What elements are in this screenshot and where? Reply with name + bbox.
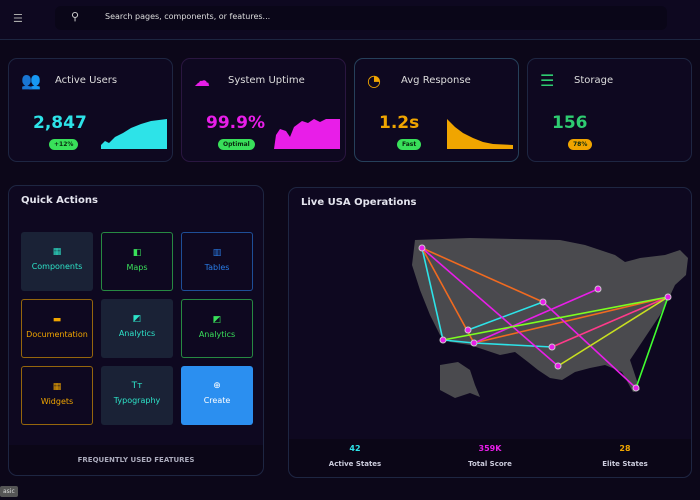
quick-actions-panel: Quick Actions ▦ Components ◧ Maps ▥ Tables ▬ Do… — [8, 185, 264, 476]
quick-action-tables[interactable]: ▥ Tables — [181, 232, 253, 291]
search-input[interactable]: ⚲ Search pages, components, or features.… — [55, 6, 667, 30]
route-line — [542, 301, 637, 389]
stat-label: System Uptime — [228, 75, 305, 86]
alaska-shape — [440, 362, 480, 398]
quick-action-label: Maps — [126, 263, 148, 272]
route-line — [467, 301, 544, 331]
route-line — [557, 296, 669, 367]
route-line — [421, 247, 544, 303]
status-badge: 78% — [568, 139, 593, 150]
quick-action-analytics[interactable]: ◩ Analytics — [101, 299, 173, 358]
quick-action-label: Components — [31, 262, 83, 271]
quick-action-create[interactable]: ⊕ Create — [181, 366, 253, 425]
quick-action-label: Typography — [113, 396, 161, 405]
city-marker — [439, 336, 447, 344]
quick-action-label: Create — [203, 396, 231, 405]
users-icon: 👥 — [21, 71, 41, 90]
quick-action-label: Tables — [204, 263, 230, 272]
stat-value: 2,847 — [33, 113, 87, 133]
quick-action-components[interactable]: ▦ Components — [21, 232, 93, 291]
search-icon: ⚲ — [71, 10, 80, 23]
map-stat-active-states: 42 Active States — [328, 444, 382, 468]
sparkline-chart — [101, 119, 167, 149]
map-stat-total-score: 359K Total Score — [468, 444, 512, 468]
chart-icon: ◩ — [132, 314, 142, 324]
chart-icon: ◩ — [212, 315, 222, 325]
stat-label: Storage — [574, 75, 614, 86]
map-stat-elite-states: 28 Elite States — [602, 444, 648, 468]
status-badge: Optimal — [218, 139, 255, 150]
route-line — [635, 296, 669, 389]
panel-footer: FREQUENTLY USED FEATURES — [9, 445, 263, 475]
route-line — [442, 296, 669, 341]
quick-action-label: Analytics — [198, 330, 236, 339]
quick-action-label: Analytics — [118, 329, 156, 338]
cloud-icon: ☁ — [194, 71, 210, 90]
quick-action-label: Widgets — [40, 397, 74, 406]
usa-mainland-shape — [412, 238, 688, 392]
database-icon: ☰ — [540, 71, 555, 90]
city-marker — [548, 343, 556, 351]
stat-value: 156 — [552, 113, 588, 133]
stat-card-avg-response: ◔ Avg Response 1.2s Fast — [354, 58, 519, 162]
route-line — [421, 247, 559, 367]
city-marker — [632, 384, 640, 392]
route-line — [473, 342, 553, 348]
typography-icon: Tт — [131, 381, 143, 391]
stat-label: Avg Response — [401, 75, 471, 86]
book-icon: ▬ — [52, 315, 62, 325]
city-marker — [594, 285, 602, 293]
quick-action-label: Documentation — [26, 330, 88, 339]
grid-icon: ▦ — [52, 247, 62, 257]
panel-title: Quick Actions — [21, 195, 98, 206]
route-line — [473, 288, 599, 344]
stat-card-system-uptime: ☁ System Uptime 99.9% Optimal — [181, 58, 346, 162]
widgets-icon: ▦ — [52, 382, 62, 392]
quick-action-widgets[interactable]: ▦ Widgets — [21, 366, 93, 425]
stat-value: 99.9% — [206, 113, 265, 133]
top-bar: ☰ ⚲ Search pages, components, or feature… — [0, 0, 700, 40]
city-marker — [418, 244, 426, 252]
quick-action-analytics[interactable]: ◩ Analytics — [181, 299, 253, 358]
route-line — [551, 296, 669, 348]
search-placeholder: Search pages, components, or features... — [105, 12, 271, 21]
panel-title: Live USA Operations — [301, 197, 417, 208]
route-line — [473, 296, 669, 344]
gauge-icon: ◔ — [367, 71, 381, 90]
quick-action-typography[interactable]: Tт Typography — [101, 366, 173, 425]
quick-action-maps[interactable]: ◧ Maps — [101, 232, 173, 291]
table-icon: ▥ — [212, 248, 222, 258]
quick-action-documentation[interactable]: ▬ Documentation — [21, 299, 93, 358]
stat-card-active-users: 👥 Active Users 2,847 +12% — [8, 58, 173, 162]
city-marker — [554, 362, 562, 370]
map-icon: ◧ — [132, 248, 142, 258]
city-marker — [664, 293, 672, 301]
corner-tag: asic — [0, 486, 18, 497]
route-line — [421, 247, 475, 344]
sparkline-chart — [274, 119, 340, 149]
city-marker — [539, 298, 547, 306]
city-marker — [470, 339, 478, 347]
stat-label: Active Users — [55, 75, 118, 86]
hamburger-icon[interactable]: ☰ — [13, 12, 23, 25]
status-badge: +12% — [49, 139, 79, 150]
route-line — [442, 339, 475, 344]
stat-card-storage: ☰ Storage 156 78% — [527, 58, 692, 162]
status-badge: Fast — [397, 139, 422, 150]
stat-value: 1.2s — [379, 113, 420, 133]
city-marker — [464, 326, 472, 334]
plus-circle-icon: ⊕ — [213, 381, 221, 391]
sparkline-chart — [447, 119, 513, 149]
route-line — [421, 247, 444, 341]
